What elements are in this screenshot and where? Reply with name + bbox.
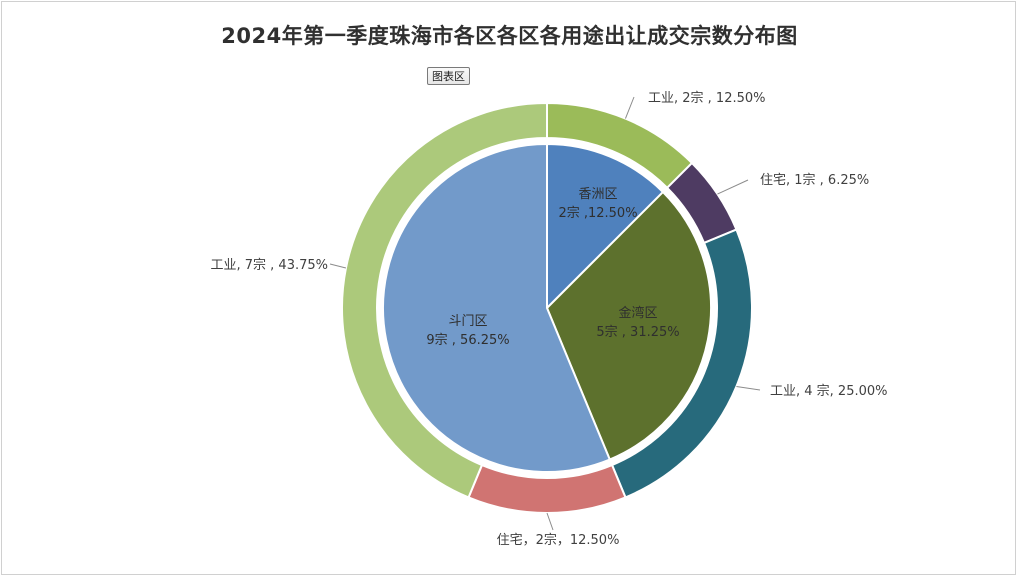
leader-line (624, 96, 635, 119)
leader-line (736, 385, 761, 391)
outer-slice-label: 住宅，2宗，12.50% (497, 532, 620, 548)
outer-slice-label: 工业, 4 宗, 25.00% (770, 383, 888, 399)
chart-title: 2024年第一季度珠海市各区各区各用途出让成交宗数分布图 (221, 24, 798, 48)
outer-slice[interactable] (341, 101, 548, 499)
leader-line (546, 512, 554, 531)
inner-slice-value: 9宗 , 56.25% (426, 332, 509, 348)
chart-area-tag[interactable]: 图表区 (427, 67, 470, 85)
inner-slice-name: 斗门区 (448, 314, 487, 329)
inner-slice-name: 金湾区 (618, 305, 657, 321)
inner-slice-value: 5宗 , 31.25% (596, 324, 679, 340)
inner-slice-name: 香洲区 (578, 187, 617, 202)
inner-slice-value: 2宗 ,12.50% (558, 205, 637, 221)
outer-slice-label: 工业, 2宗 , 12.50% (648, 90, 766, 106)
leader-line (717, 179, 749, 195)
outer-slice-label: 工业, 7宗 , 43.75% (210, 257, 328, 273)
inner-slice[interactable] (546, 142, 665, 311)
inner-slice[interactable] (545, 190, 712, 461)
leader-line (329, 263, 347, 269)
inner-slice[interactable] (382, 142, 612, 473)
outer-slice-label: 住宅, 1宗 , 6.25% (760, 172, 869, 188)
